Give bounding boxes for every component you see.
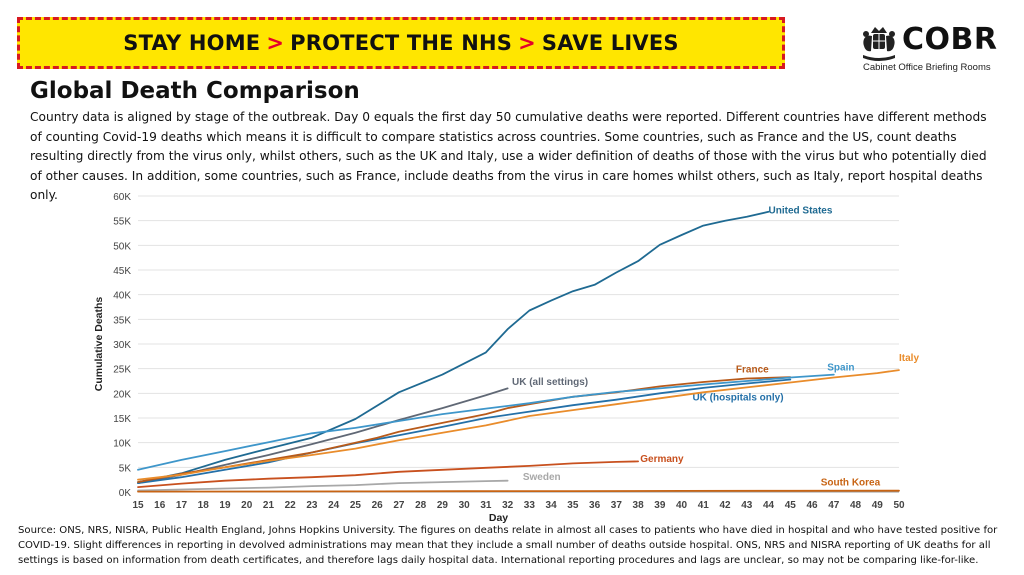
x-tick-label: 29 xyxy=(437,500,449,511)
x-tick-label: 15 xyxy=(132,500,144,511)
x-tick-label: 37 xyxy=(611,500,623,511)
cobr-logo: COBR Cabinet Office Briefing Rooms xyxy=(855,22,1005,74)
series-label-spain: Spain xyxy=(827,363,854,374)
x-tick-label: 26 xyxy=(372,500,384,511)
series-line-spain xyxy=(137,373,835,471)
series-line-sweden xyxy=(137,479,509,492)
y-tick-label: 30K xyxy=(113,340,131,351)
x-tick-label: 17 xyxy=(176,500,188,511)
x-axis-title: Day xyxy=(489,512,508,523)
x-tick-label: 27 xyxy=(393,500,405,511)
series-label-germany: Germany xyxy=(640,454,684,465)
logo-subtitle: Cabinet Office Briefing Rooms xyxy=(863,62,991,73)
series-line-uk-hospitals-only xyxy=(137,378,792,485)
x-tick-label: 23 xyxy=(306,500,318,511)
y-tick-label: 5K xyxy=(119,463,132,474)
x-tick-label: 45 xyxy=(785,500,797,511)
y-tick-label: 50K xyxy=(113,241,131,252)
x-tick-label: 21 xyxy=(263,500,275,511)
series-line-germany xyxy=(137,460,639,489)
series-line-united-states xyxy=(137,210,770,484)
x-tick-label: 47 xyxy=(828,500,840,511)
slogan-separator-2: > xyxy=(518,31,536,55)
series-label-italy: Italy xyxy=(899,353,919,364)
x-tick-label: 18 xyxy=(198,500,210,511)
x-tick-label: 16 xyxy=(154,500,166,511)
x-tick-label: 19 xyxy=(219,500,231,511)
x-tick-label: 42 xyxy=(719,500,731,511)
y-tick-label: 40K xyxy=(113,291,131,302)
slogan-text: STAY HOME > PROTECT THE NHS > SAVE LIVES xyxy=(123,31,678,55)
y-tick-label: 20K xyxy=(113,389,131,400)
y-tick-label: 45K xyxy=(113,266,131,277)
x-tick-label: 22 xyxy=(285,500,297,511)
x-tick-label: 46 xyxy=(806,500,818,511)
slogan-stay-home: STAY HOME xyxy=(123,31,261,55)
series-label-sweden: Sweden xyxy=(523,472,561,483)
x-tick-label: 39 xyxy=(654,500,666,511)
x-tick-label: 30 xyxy=(459,500,471,511)
x-tick-label: 35 xyxy=(567,500,579,511)
slogan-save-lives: SAVE LIVES xyxy=(541,31,679,55)
logo-wordmark: COBR xyxy=(902,22,998,57)
royal-crest-icon xyxy=(863,27,895,61)
y-tick-label: 60K xyxy=(113,192,131,203)
y-tick-label: 10K xyxy=(113,439,131,450)
series-label-uk-hospitals-only: UK (hospitals only) xyxy=(692,393,783,404)
x-tick-label: 34 xyxy=(546,500,558,511)
death-comparison-chart: 0K 5K 10K 15K 20K 25K 30K 35K 40K 45K 50K 55K 60K 15 1… xyxy=(93,192,919,523)
x-tick-label: 44 xyxy=(763,500,775,511)
series-label-south-korea: South Korea xyxy=(821,478,881,489)
x-tick-label: 20 xyxy=(241,500,253,511)
x-tick-label: 41 xyxy=(698,500,710,511)
x-tick-label: 40 xyxy=(676,500,688,511)
x-tick-label: 48 xyxy=(850,500,862,511)
x-tick-label: 43 xyxy=(741,500,753,511)
x-tick-label: 24 xyxy=(328,500,340,511)
y-tick-label: 0K xyxy=(119,488,132,499)
slogan-protect-nhs: PROTECT THE NHS xyxy=(290,31,513,55)
y-tick-label: 15K xyxy=(113,414,131,425)
series-label-united-states: United States xyxy=(769,205,833,216)
slogan-separator-1: > xyxy=(266,31,285,55)
x-tick-label: 49 xyxy=(872,500,884,511)
x-tick-label: 38 xyxy=(633,500,645,511)
x-tick-label: 25 xyxy=(350,500,362,511)
series-line-italy xyxy=(137,369,900,481)
x-tick-label: 28 xyxy=(415,500,427,511)
y-axis-title: Cumulative Deaths xyxy=(93,297,105,392)
intro-paragraph: Country data is aligned by stage of the … xyxy=(30,110,987,202)
page-title: Global Death Comparison xyxy=(30,78,360,104)
x-tick-label: 36 xyxy=(589,500,601,511)
x-tick-label: 33 xyxy=(524,500,536,511)
slogan-banner: STAY HOME > PROTECT THE NHS > SAVE LIVES xyxy=(17,17,785,69)
x-tick-label: 32 xyxy=(502,500,514,511)
y-tick-label: 25K xyxy=(113,365,131,376)
x-tick-label: 50 xyxy=(893,500,905,511)
source-footnote: Source: ONS, NRS, NISRA, Public Health E… xyxy=(18,525,998,566)
y-tick-label: 55K xyxy=(113,217,131,228)
series-label-france: France xyxy=(736,365,769,376)
y-tick-label: 35K xyxy=(113,315,131,326)
series-label-uk-all-settings: UK (all settings) xyxy=(512,377,588,388)
x-tick-label: 31 xyxy=(480,500,492,511)
series-line-south-korea xyxy=(137,489,900,493)
